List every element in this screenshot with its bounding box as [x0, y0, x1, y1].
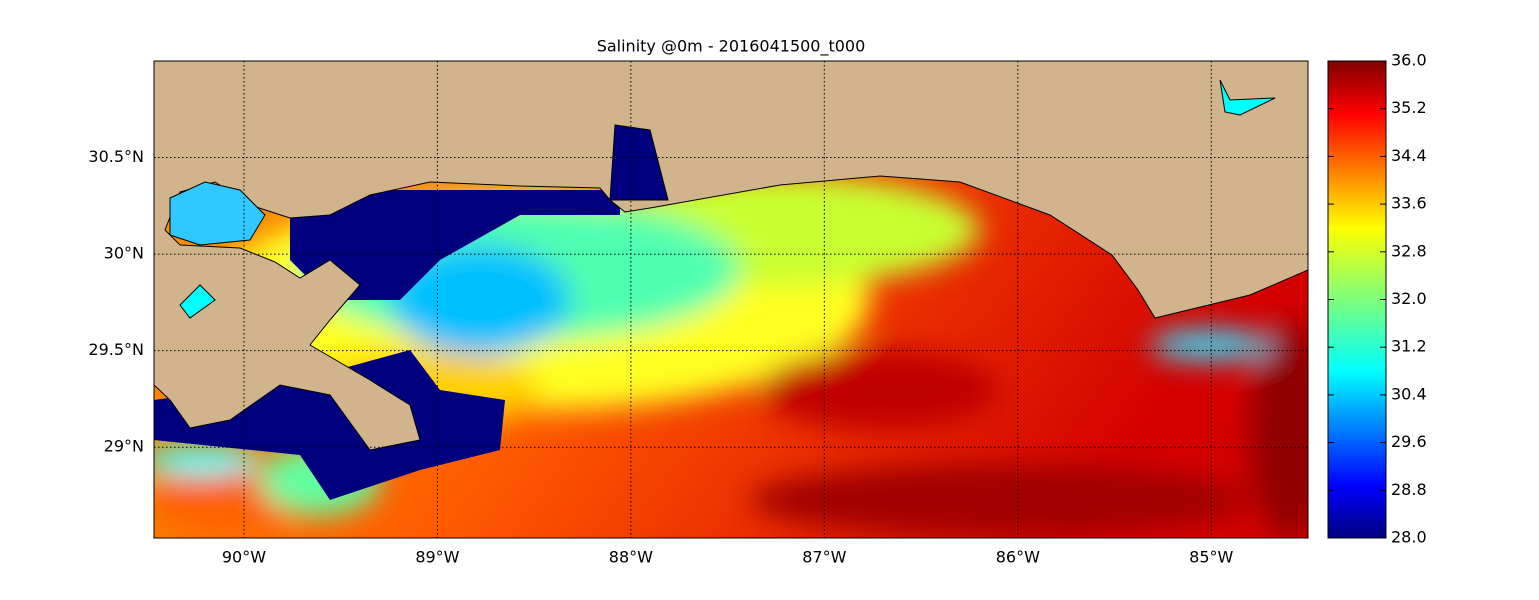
low-salinity-water: [290, 190, 620, 300]
y-tick-label: 30°N: [104, 244, 144, 263]
x-tick-label: 88°W: [609, 548, 653, 567]
colorbar-tick-label: 30.4: [1391, 384, 1427, 403]
x-tick-label: 87°W: [802, 548, 846, 567]
land: [154, 61, 1308, 451]
y-tick-label: 30.5°N: [88, 147, 144, 166]
colorbar-tick-label: 36.0: [1391, 51, 1427, 70]
bay: [609, 124, 669, 201]
y-tick-label: 29.5°N: [88, 340, 144, 359]
lake: [1219, 79, 1276, 116]
colorbar-tick-label: 35.2: [1391, 98, 1427, 117]
colorbar-tick-label: 28.8: [1391, 480, 1427, 499]
x-tick-label: 85°W: [1189, 548, 1233, 567]
lake: [169, 181, 266, 246]
colorbar: [1327, 60, 1387, 539]
colorbar-tick-label: 29.6: [1391, 432, 1427, 451]
chart-title: Salinity @0m - 2016041500_t000: [597, 37, 866, 57]
graticule: [154, 61, 1308, 538]
colorbar-tick-label: 31.2: [1391, 337, 1427, 356]
colorbar-tick-label: 32.8: [1391, 241, 1427, 260]
low-salinity-water: [154, 350, 505, 500]
x-tick-label: 90°W: [222, 548, 266, 567]
y-tick-label: 29°N: [104, 437, 144, 456]
map-frame: [153, 60, 1309, 539]
colorbar-tick-label: 32.0: [1391, 289, 1427, 308]
colorbar-tick-label: 28.0: [1391, 528, 1427, 547]
lake: [179, 284, 216, 319]
salinity-field: [154, 61, 1308, 538]
x-tick-label: 89°W: [415, 548, 459, 567]
colorbar-tick-label: 33.6: [1391, 194, 1427, 213]
colorbar-tick-label: 34.4: [1391, 146, 1427, 165]
x-tick-label: 86°W: [996, 548, 1040, 567]
